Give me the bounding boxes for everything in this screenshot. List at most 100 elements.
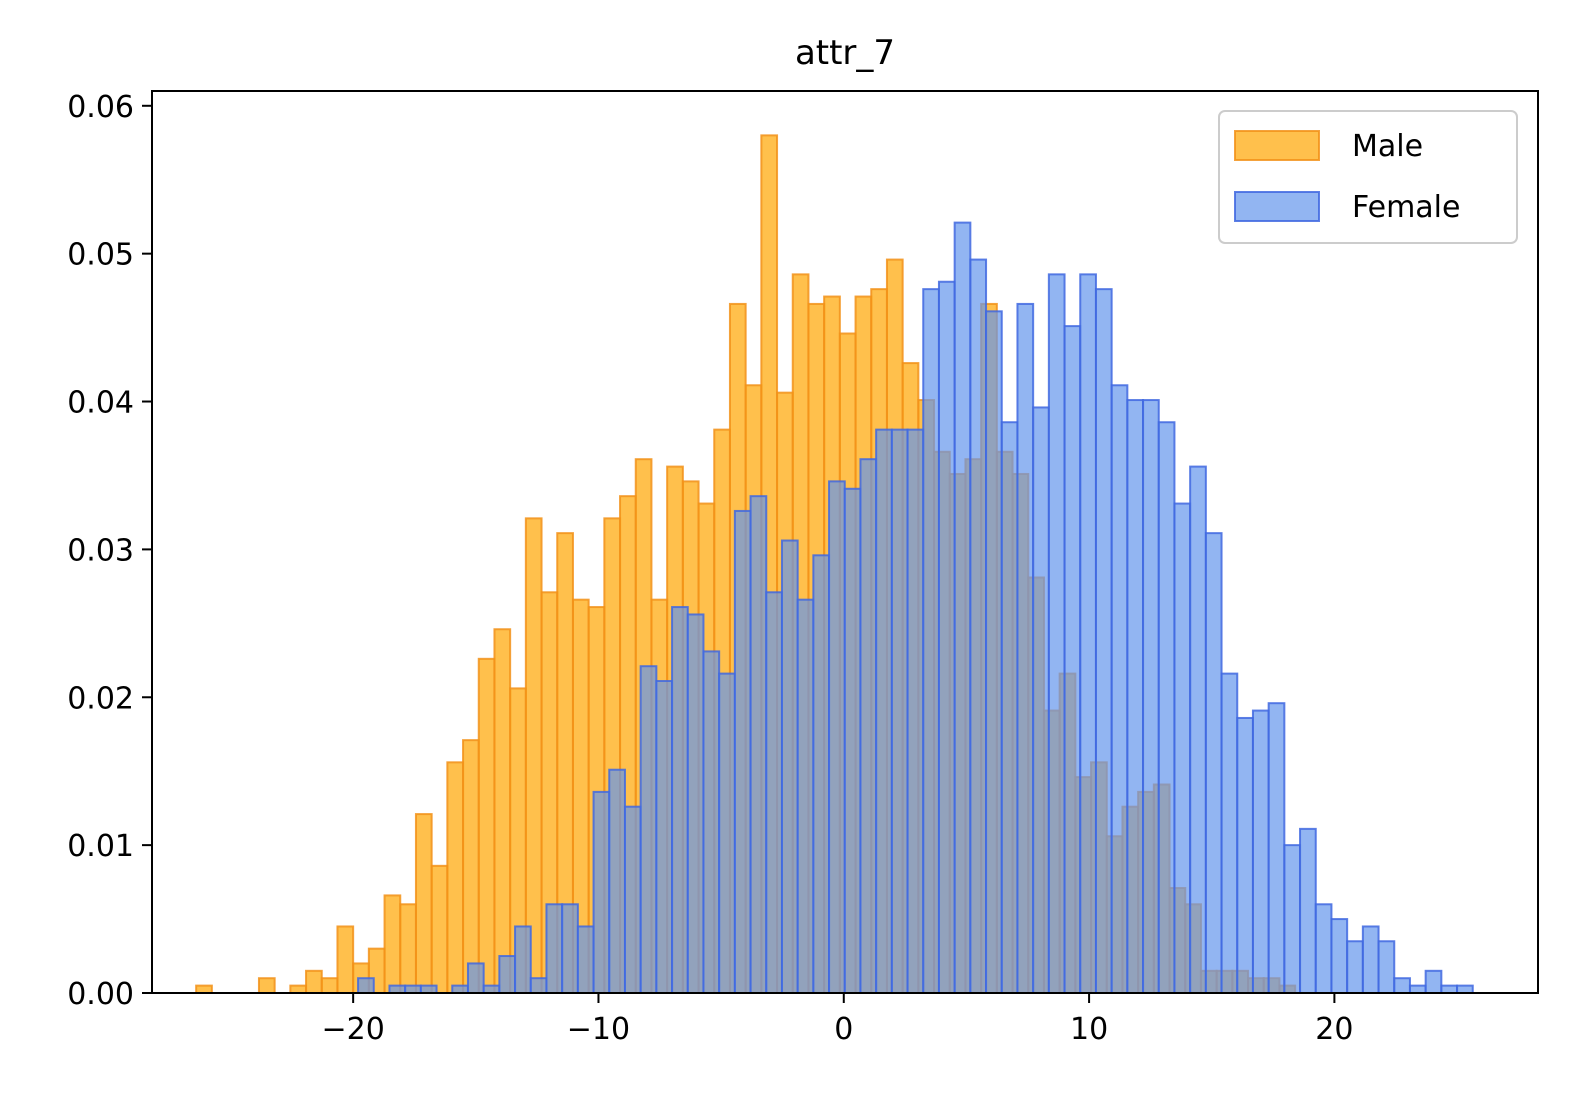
x-tick-label: 20 [1315,1012,1353,1047]
y-tick-label: 0.03 [67,533,134,568]
female-bar [765,591,783,995]
y-tick-label: 0.02 [67,681,134,716]
female-bar [686,613,705,995]
female-bar [404,984,422,994]
female-bar [875,428,893,994]
female-bar [1267,702,1286,994]
legend-label-female: Female [1352,190,1460,225]
x-tick-label: 0 [834,1012,853,1047]
female-bar [1456,984,1474,994]
male-bar [524,517,543,995]
female-bar [1000,421,1019,995]
female-bar [1251,709,1270,994]
male-bar [320,977,339,995]
male-bar [446,761,465,994]
female-bar [1346,940,1364,994]
female-bar [1126,399,1145,994]
female-bar [671,606,689,994]
female-bar [702,650,721,994]
female-bar [1063,325,1082,994]
female-bar [1220,672,1239,994]
male-bar [257,977,276,995]
female-bar [843,487,862,994]
female-bar [1204,532,1223,994]
female-bar [953,221,972,995]
male-bar [305,969,323,995]
female-bar [1047,273,1066,994]
female-bar [592,790,611,995]
male-bar [414,813,433,995]
legend-swatch-female [1234,191,1320,222]
female-bar [576,925,595,995]
female-bar [561,903,579,995]
female-bar [1283,844,1302,994]
female-bar [985,310,1003,994]
female-bar [1393,977,1411,995]
female-bar [812,554,831,994]
female-bar [859,458,878,994]
female-bar [357,977,375,995]
male-bar [336,925,355,995]
y-tick-label: 0.05 [67,238,134,273]
female-bar [1361,925,1380,995]
female-bar [514,925,532,995]
female-bar [655,680,674,994]
female-bar [1314,903,1333,995]
y-tick-label: 0.00 [67,977,134,1012]
female-bar [796,598,815,994]
female-bar [1330,918,1349,995]
male-bar [195,984,213,994]
female-bar [639,665,658,995]
female-bar [1189,465,1207,994]
female-bar [733,509,752,994]
female-bar [718,672,736,994]
male-bar [383,894,402,994]
y-tick-label: 0.06 [67,90,134,125]
female-bar [623,805,642,994]
x-tick-label: 10 [1070,1012,1108,1047]
female-bar [1299,827,1317,994]
y-tick-label: 0.04 [67,386,134,421]
male-bar [289,984,308,994]
female-bar [1110,384,1129,994]
female-bar [780,539,799,995]
female-bar [1440,984,1459,994]
chart-title: attr_7 [795,33,895,73]
female-bar [451,984,469,994]
female-bar [890,428,909,994]
female-bar [1032,406,1050,994]
male-bar [430,864,449,995]
legend: Male Female [1218,110,1518,244]
female-bar [1094,288,1113,994]
female-bar [1424,969,1443,995]
female-bar [906,428,925,994]
y-tick-label: 0.01 [67,829,134,864]
male-bar [399,903,417,995]
female-bar [749,495,768,994]
female-bar [419,984,438,994]
male-bar [462,739,480,995]
female-bar [1408,984,1427,994]
female-bar [1016,302,1035,994]
female-bar [388,984,407,994]
female-bar [545,903,564,995]
x-tick-label: −20 [321,1012,384,1047]
female-bar [529,977,548,995]
female-bar [1173,502,1192,994]
male-bar [477,657,496,994]
female-bar [1157,421,1176,995]
female-bar [922,288,940,994]
female-bar [608,768,626,994]
x-axis: −20 −10 0 10 20 [321,993,1353,1047]
legend-swatch-male [1234,130,1320,161]
female-bar [1142,399,1160,994]
female-bar [1236,716,1254,995]
y-axis: 0.00 0.01 0.02 0.03 0.04 0.05 0.06 [67,90,152,1012]
male-bar [493,628,512,994]
female-bar [1377,940,1396,994]
female-bar [828,480,846,994]
female-bar [969,258,988,994]
x-tick-label: −10 [567,1012,630,1047]
female-bar [498,955,517,995]
